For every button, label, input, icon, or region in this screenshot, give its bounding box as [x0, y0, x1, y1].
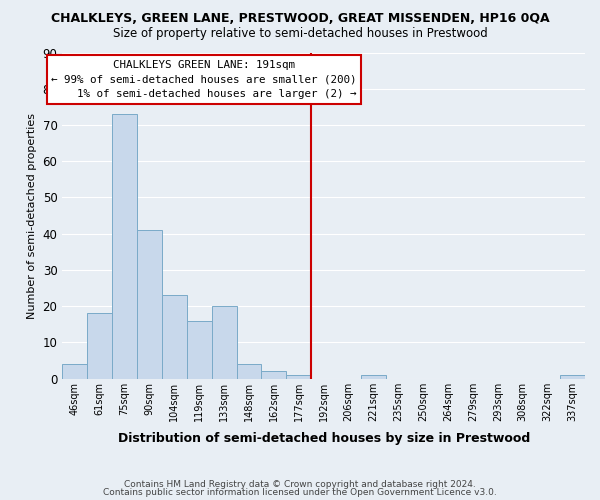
Text: Size of property relative to semi-detached houses in Prestwood: Size of property relative to semi-detach…	[113, 28, 487, 40]
Bar	[361, 375, 386, 378]
Bar	[87, 314, 112, 378]
Bar	[212, 306, 236, 378]
Bar	[137, 230, 162, 378]
Bar	[187, 320, 212, 378]
Bar	[236, 364, 262, 378]
Bar	[162, 296, 187, 378]
Text: CHALKLEYS GREEN LANE: 191sqm
← 99% of semi-detached houses are smaller (200)
   : CHALKLEYS GREEN LANE: 191sqm ← 99% of se…	[52, 60, 357, 100]
Bar	[62, 364, 87, 378]
Bar	[560, 375, 585, 378]
Text: CHALKLEYS, GREEN LANE, PRESTWOOD, GREAT MISSENDEN, HP16 0QA: CHALKLEYS, GREEN LANE, PRESTWOOD, GREAT …	[50, 12, 550, 26]
Text: Contains HM Land Registry data © Crown copyright and database right 2024.: Contains HM Land Registry data © Crown c…	[124, 480, 476, 489]
Bar	[262, 372, 286, 378]
Text: Contains public sector information licensed under the Open Government Licence v3: Contains public sector information licen…	[103, 488, 497, 497]
Y-axis label: Number of semi-detached properties: Number of semi-detached properties	[27, 112, 37, 318]
Bar	[286, 375, 311, 378]
Bar	[112, 114, 137, 378]
X-axis label: Distribution of semi-detached houses by size in Prestwood: Distribution of semi-detached houses by …	[118, 432, 530, 445]
